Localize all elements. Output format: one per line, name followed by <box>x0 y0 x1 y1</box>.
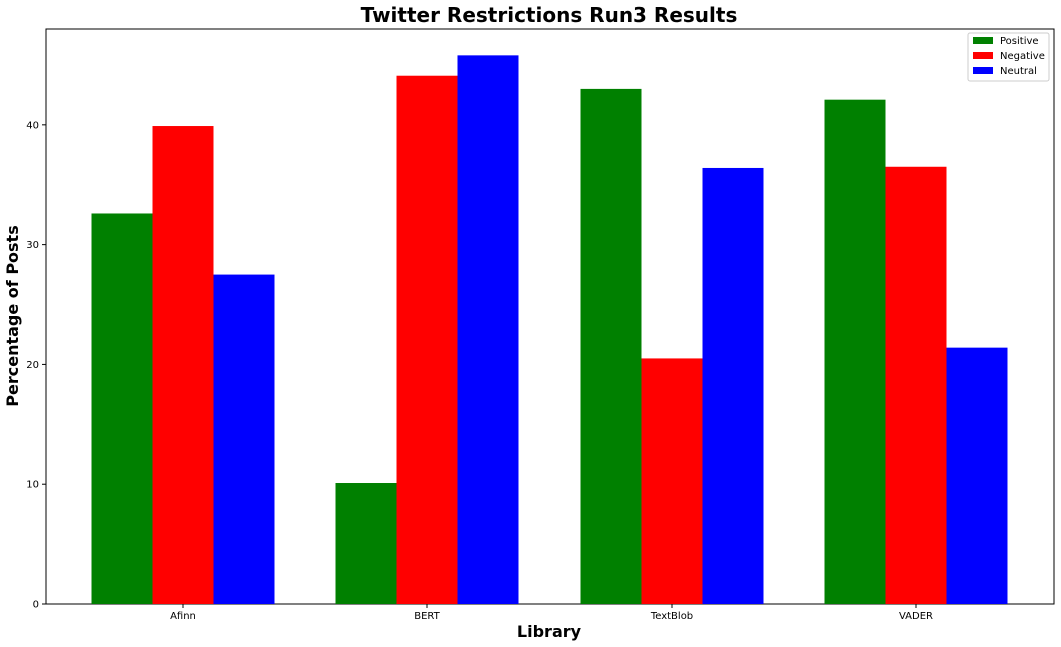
y-tick-label: 40 <box>26 120 39 131</box>
x-axis-ticks: Afinn BERT TextBlob VADER <box>170 604 933 622</box>
x-tick-label: Afinn <box>170 611 196 622</box>
legend-label-positive: Positive <box>1000 36 1039 47</box>
bar-negative-textblob <box>641 358 703 604</box>
chart-title: Twitter Restrictions Run3 Results <box>361 3 738 27</box>
y-axis-ticks: 0 10 20 30 40 <box>26 120 46 611</box>
y-tick-label: 0 <box>33 600 39 611</box>
legend-swatch-positive <box>973 37 993 44</box>
x-tick-label: VADER <box>899 611 933 622</box>
bar-positive-textblob <box>580 88 642 605</box>
legend-label-neutral: Neutral <box>1000 66 1037 77</box>
bar-negative-afinn <box>152 126 214 604</box>
y-tick-label: 20 <box>26 360 39 371</box>
bar-neutral-textblob <box>702 167 764 605</box>
y-tick-label: 30 <box>26 240 39 251</box>
bar-positive-bert <box>335 483 397 604</box>
bar-neutral-afinn <box>213 274 275 604</box>
bar-neutral-bert <box>457 55 519 604</box>
x-axis-label: Library <box>517 622 582 641</box>
x-tick-label: TextBlob <box>650 611 693 622</box>
bar-neutral-vader <box>946 347 1008 604</box>
legend-label-negative: Negative <box>1000 51 1045 62</box>
legend-swatch-negative <box>973 52 993 59</box>
bar-positive-vader <box>824 99 886 604</box>
legend-items: Positive Negative Neutral <box>973 36 1045 77</box>
bars-layer <box>91 55 1008 605</box>
bar-positive-afinn <box>91 213 153 604</box>
bar-negative-vader <box>885 166 947 604</box>
chart-legend: Positive Negative Neutral <box>967 32 1050 82</box>
y-tick-label: 10 <box>26 480 39 491</box>
bar-negative-bert <box>396 75 458 604</box>
y-axis-label: Percentage of Posts <box>3 225 22 406</box>
x-tick-label: BERT <box>414 611 440 622</box>
legend-swatch-neutral <box>973 67 993 74</box>
